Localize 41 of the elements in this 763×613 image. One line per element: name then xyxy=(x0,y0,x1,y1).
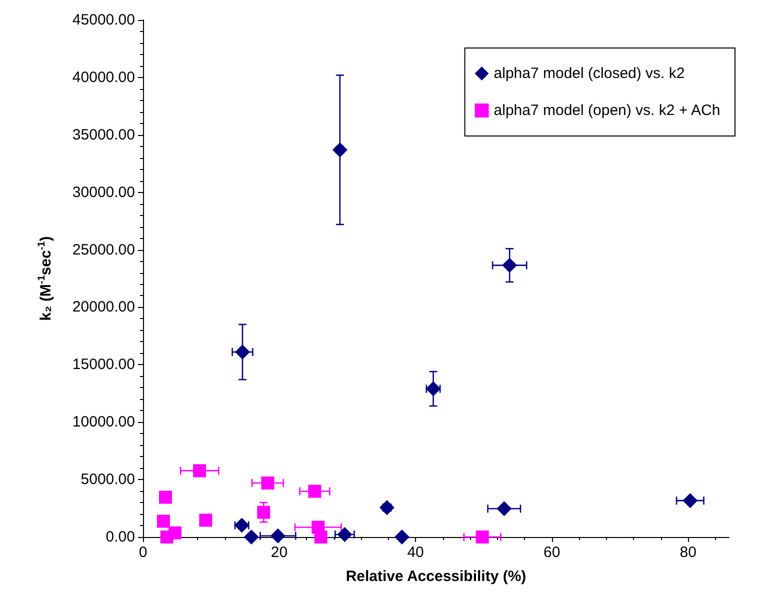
point xyxy=(234,344,250,360)
point xyxy=(158,490,172,504)
y-axis-title: k₂ (M-1sec-1) xyxy=(36,236,54,321)
point xyxy=(502,258,518,273)
y-tick-label: 45000.00 xyxy=(72,12,135,28)
point xyxy=(156,514,170,528)
y-tick-label: 10000.00 xyxy=(72,414,135,431)
y-tick-label: 20000.00 xyxy=(72,298,135,316)
point xyxy=(496,501,512,516)
point xyxy=(476,530,489,544)
x-tick-label: 60 xyxy=(543,544,560,561)
x-tick-label: 40 xyxy=(407,544,424,561)
point xyxy=(160,530,174,544)
point xyxy=(234,518,250,533)
y-tick-label: 25000.00 xyxy=(72,241,135,258)
point xyxy=(193,464,206,478)
point xyxy=(394,530,410,544)
point xyxy=(257,506,270,519)
y-tick-label: 5000.00 xyxy=(80,471,135,488)
point xyxy=(314,530,328,544)
y-tick-label: 30000.00 xyxy=(72,184,135,201)
y-tick-label: 15000.00 xyxy=(72,356,135,374)
point xyxy=(270,528,286,544)
point xyxy=(199,514,212,527)
point xyxy=(244,530,259,544)
y-tick-label: 40000.00 xyxy=(72,68,135,86)
point xyxy=(682,493,698,508)
point xyxy=(332,142,348,158)
legend-label: alpha7 model (open) vs. k2 + ACh xyxy=(494,102,720,119)
x-axis-title: Relative Accessibility (%) xyxy=(346,568,526,585)
point xyxy=(379,500,394,516)
x-tick-label: 20 xyxy=(270,544,288,561)
legend-label: alpha7 model (closed) vs. k2 xyxy=(494,65,685,82)
y-tick-label: 0.00 xyxy=(106,528,135,546)
point xyxy=(308,484,322,498)
x-tick-label: 0 xyxy=(138,544,148,561)
point xyxy=(426,381,441,396)
point xyxy=(261,476,274,490)
point xyxy=(337,526,352,542)
x-tick-label: 80 xyxy=(680,544,696,561)
y-tick-label: 35000.00 xyxy=(72,126,135,144)
